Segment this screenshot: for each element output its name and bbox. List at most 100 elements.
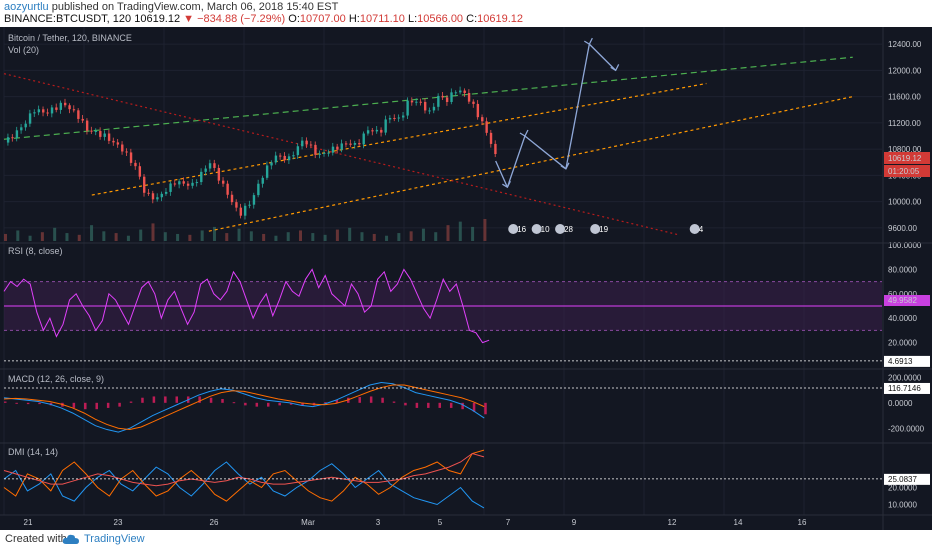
projection-arrow-segment (588, 43, 617, 71)
low-label: L: (407, 13, 418, 25)
ohlc-line: BINANCE:BTCUSDT, 120 10619.12 ▼ −834.88 … (4, 13, 523, 25)
macd-histogram-bar (289, 402, 293, 405)
dmi-tick-label: 10.0000 (888, 501, 917, 510)
candle-body (204, 168, 207, 172)
candle-body (336, 146, 339, 150)
candle-body (182, 181, 185, 184)
chart-canvas[interactable]: Bitcoin / Tether, 120, BINANCE Vol (20) … (0, 27, 932, 530)
arrow-head-icon (560, 162, 570, 170)
macd-histogram-bar (484, 402, 487, 415)
candle-body (406, 100, 409, 116)
volume-bar (65, 233, 69, 241)
candle-body (24, 123, 27, 128)
macd-tick-label: 0.0000 (888, 399, 913, 408)
macd-pane[interactable]: MACD (12, 26, close, 9) 200.0000 0.0000 -2… (3, 373, 930, 433)
candle-body (445, 97, 449, 102)
macd-histogram-bar (106, 402, 110, 408)
candle-body (186, 183, 190, 186)
time-tick-label: 5 (438, 518, 443, 527)
macd-histogram-bar (438, 402, 442, 408)
channel-green-line (3, 56, 853, 140)
rsi-line (3, 268, 490, 344)
candle-body (134, 162, 137, 167)
countdown-tag-text: 01:20:05 (888, 167, 920, 176)
tradingview-cloud-icon[interactable] (62, 533, 80, 545)
price-pane[interactable]: Bitcoin / Tether, 120, BINANCE Vol (20) … (3, 33, 930, 241)
price-tick-label: 10800.00 (888, 145, 922, 154)
candle-body (292, 155, 295, 157)
volume-bar (385, 235, 389, 241)
macd-line (3, 381, 485, 433)
candle-body (213, 163, 216, 168)
price-pane-title: Bitcoin / Tether, 120, BINANCE (8, 33, 132, 43)
candle-body (178, 181, 181, 185)
macd-histogram-bar (335, 399, 339, 403)
candle-body (476, 103, 480, 118)
macd-histogram-bar (198, 396, 201, 403)
price-tick-label: 11200.00 (888, 119, 921, 128)
candle-body (388, 117, 392, 120)
candle-body (28, 113, 32, 124)
tradingview-link[interactable]: TradingView (84, 533, 145, 545)
macd-histogram-bar (404, 402, 407, 406)
macd-histogram-bar (392, 401, 396, 403)
trend-channel-lines[interactable] (3, 56, 853, 236)
rsi-extra-tag (884, 355, 930, 367)
candle-body (397, 117, 401, 119)
volume-bar (311, 233, 315, 241)
candle-body (46, 112, 49, 114)
candle-body (59, 102, 63, 110)
macd-histogram-bar (266, 402, 270, 407)
rsi-tick-label: 60.0000 (888, 290, 917, 299)
macd-histogram-bar (472, 402, 476, 412)
macd-histogram-bar (449, 402, 453, 408)
candle-body (112, 140, 115, 143)
candle-body (116, 142, 120, 145)
arrow-head-icon (583, 37, 593, 46)
author-link[interactable]: aozyurtlu (4, 1, 49, 13)
event-badge-count: 19 (599, 225, 608, 234)
dmi-axis-ticks: 20.0000 10.0000 (888, 484, 917, 510)
arrow-head-icon (610, 64, 620, 72)
candle-body (314, 144, 317, 155)
candle-body (279, 155, 282, 157)
candle-body (296, 146, 300, 156)
candle-body (37, 109, 41, 113)
candle-body (494, 143, 497, 155)
rsi-axis-ticks: 100.0000 80.0000 60.0000 40.0000 20.0000 (888, 241, 922, 348)
macd-histogram-bar (129, 401, 133, 403)
candle-body (15, 130, 19, 139)
candle-body (85, 120, 89, 131)
chart-area[interactable]: Bitcoin / Tether, 120, BINANCE Vol (20) … (0, 27, 932, 530)
price-tick-label: 11600.00 (888, 93, 921, 102)
candle-body (459, 90, 462, 93)
candle-body (362, 133, 365, 145)
dmi-value-text: 25.0837 (888, 475, 917, 484)
macd-histogram-bar (255, 402, 259, 407)
candle-body (380, 129, 383, 133)
time-tick-label: 21 (24, 518, 33, 527)
rsi-pane[interactable]: RSI (8, close) 100.0000 80.0000 60.0000 40.… (3, 241, 930, 367)
candle-body (200, 171, 203, 183)
time-tick-label: 23 (114, 518, 123, 527)
time-tick-label: 3 (376, 518, 381, 527)
macd-histogram-bar (4, 401, 7, 403)
dmi-pane[interactable]: DMI (14, 14) 20.0000 10.0000 25.0837 (3, 447, 930, 510)
candle-body (323, 152, 326, 154)
macd-axis-ticks: 200.0000 0.0000 -200.0000 (888, 373, 925, 433)
candle-body (415, 101, 418, 103)
candle-body (366, 130, 370, 134)
candle-body (77, 110, 80, 119)
open-value: 10707.00 (299, 13, 346, 25)
event-badges[interactable]: 16 10 28 19 4 (508, 224, 704, 234)
volume-bar (335, 229, 339, 241)
projection-arrows[interactable] (495, 37, 620, 189)
candle-body (423, 101, 427, 111)
volume-bar (102, 231, 106, 241)
volume-bar (139, 229, 143, 241)
macd-histogram-bar (301, 402, 304, 406)
candle-body (72, 109, 76, 111)
candle-body (147, 192, 150, 194)
flag-icon (531, 224, 542, 234)
volume-bar (176, 233, 180, 241)
